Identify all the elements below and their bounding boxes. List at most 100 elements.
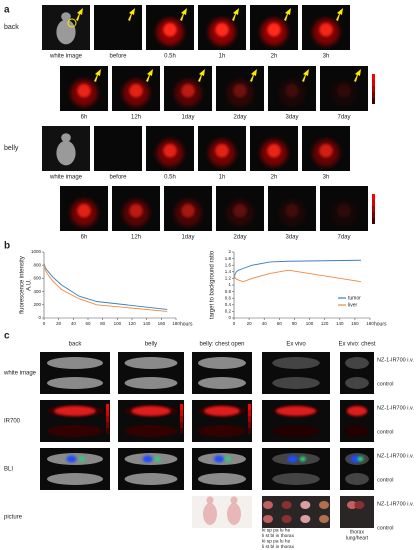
time-label: 12h [131, 235, 141, 241]
y-tick-label: 0 [228, 315, 231, 320]
x-tick-label: 100 [306, 321, 314, 326]
signal [233, 84, 247, 98]
y-axis-label: target to background ratio [210, 250, 216, 319]
time-label: 7day [337, 235, 350, 241]
mouse [198, 357, 246, 369]
x-tick-label: 100 [114, 321, 122, 326]
organ [281, 501, 292, 509]
time-label: white image [49, 54, 83, 60]
y-tick-label: 0 [38, 315, 41, 320]
signal [215, 23, 229, 37]
mouse [124, 473, 178, 485]
x-tick-label: 180 [172, 321, 180, 326]
signal [285, 84, 299, 98]
group-label: control [377, 477, 394, 483]
bli-signal [287, 455, 298, 463]
organ [263, 515, 273, 523]
column-header: Ex vivo [286, 342, 306, 348]
organ-label: lung/heart [346, 535, 369, 541]
y-tick-label: 0.8 [225, 289, 232, 294]
group-label: NZ-1-IR700 i.v. [377, 453, 414, 459]
column-header: back [69, 342, 83, 348]
panel-a: back white image before 0.5h 1h 2h 3h 6h 12h 1day… [4, 5, 375, 241]
time-label: 7day [337, 115, 350, 121]
colorbar [180, 404, 183, 410]
x-axis-label: hours [180, 321, 193, 327]
colorbar [248, 428, 251, 434]
mouse [47, 357, 103, 369]
colorbar [248, 410, 251, 416]
y-axis-label: A.U. [27, 279, 33, 291]
image-bg [340, 496, 374, 528]
image-bg [262, 496, 330, 528]
bli-signal [66, 455, 77, 463]
colorbar [106, 422, 109, 428]
chart: 0 200 400 600 800 1000 0 20 40 60 80 100 120 140 160 18… [20, 249, 193, 327]
x-tick-label: 40 [71, 321, 77, 326]
organ [345, 377, 369, 389]
signal [215, 144, 229, 158]
group-label: NZ-1-IR700 i.v. [377, 405, 414, 411]
colorbar [372, 80, 375, 86]
row-label: BLI [4, 467, 13, 473]
y-tick-label: 400 [33, 289, 41, 294]
colorbar [180, 428, 183, 434]
data-line [233, 259, 361, 279]
time-label: 3day [285, 235, 298, 241]
x-tick-label: 20 [247, 321, 253, 326]
colorbar [372, 206, 375, 212]
row-label: picture [4, 515, 23, 521]
mouse-body [227, 503, 241, 525]
bli-signal [214, 455, 224, 463]
mouse [124, 377, 178, 389]
row-label: belly [4, 145, 19, 152]
signal [337, 204, 351, 218]
group-label: control [377, 429, 394, 435]
x-tick-label: 60 [85, 321, 91, 326]
y-tick-label: 2 [228, 249, 231, 254]
bli-signal [225, 456, 231, 462]
arrow [354, 69, 361, 82]
colorbar [248, 422, 251, 428]
time-label: 2h [271, 54, 278, 60]
data-line [233, 269, 362, 283]
signal [204, 406, 240, 416]
y-axis-label: fluorescence intensity [20, 256, 26, 314]
organ [272, 357, 320, 369]
group-label: control [377, 525, 394, 531]
x-tick-label: 120 [128, 321, 136, 326]
y-tick-label: 1 [228, 282, 231, 287]
data-line [43, 263, 168, 310]
arrow [250, 69, 257, 82]
colorbar [372, 200, 375, 206]
y-tick-label: 600 [33, 276, 41, 281]
organ-label: li st bl in thorax [262, 544, 295, 550]
colorbar [372, 92, 375, 98]
arrow [336, 8, 343, 21]
mouse-head [61, 133, 71, 143]
mouse-body [203, 503, 217, 525]
signal [181, 204, 195, 218]
signal [233, 204, 247, 218]
time-label: 6h [81, 115, 88, 121]
colorbar [372, 86, 375, 92]
bli-signal [357, 456, 364, 462]
signal [346, 406, 368, 416]
mouse [47, 473, 103, 485]
mouse [198, 425, 246, 437]
x-tick-label: 0 [43, 321, 46, 326]
organ [345, 425, 369, 437]
organ [281, 515, 292, 523]
panel-label: a [4, 5, 10, 16]
colorbar [248, 404, 251, 410]
arrow [146, 69, 153, 82]
organ-label: li st bl in thorax [262, 533, 295, 539]
x-tick-label: 60 [277, 321, 283, 326]
image-bg [94, 5, 142, 50]
colorbar [372, 74, 375, 80]
signal [285, 204, 299, 218]
data-line [43, 263, 168, 312]
arrow [94, 69, 101, 82]
signal [267, 23, 281, 37]
